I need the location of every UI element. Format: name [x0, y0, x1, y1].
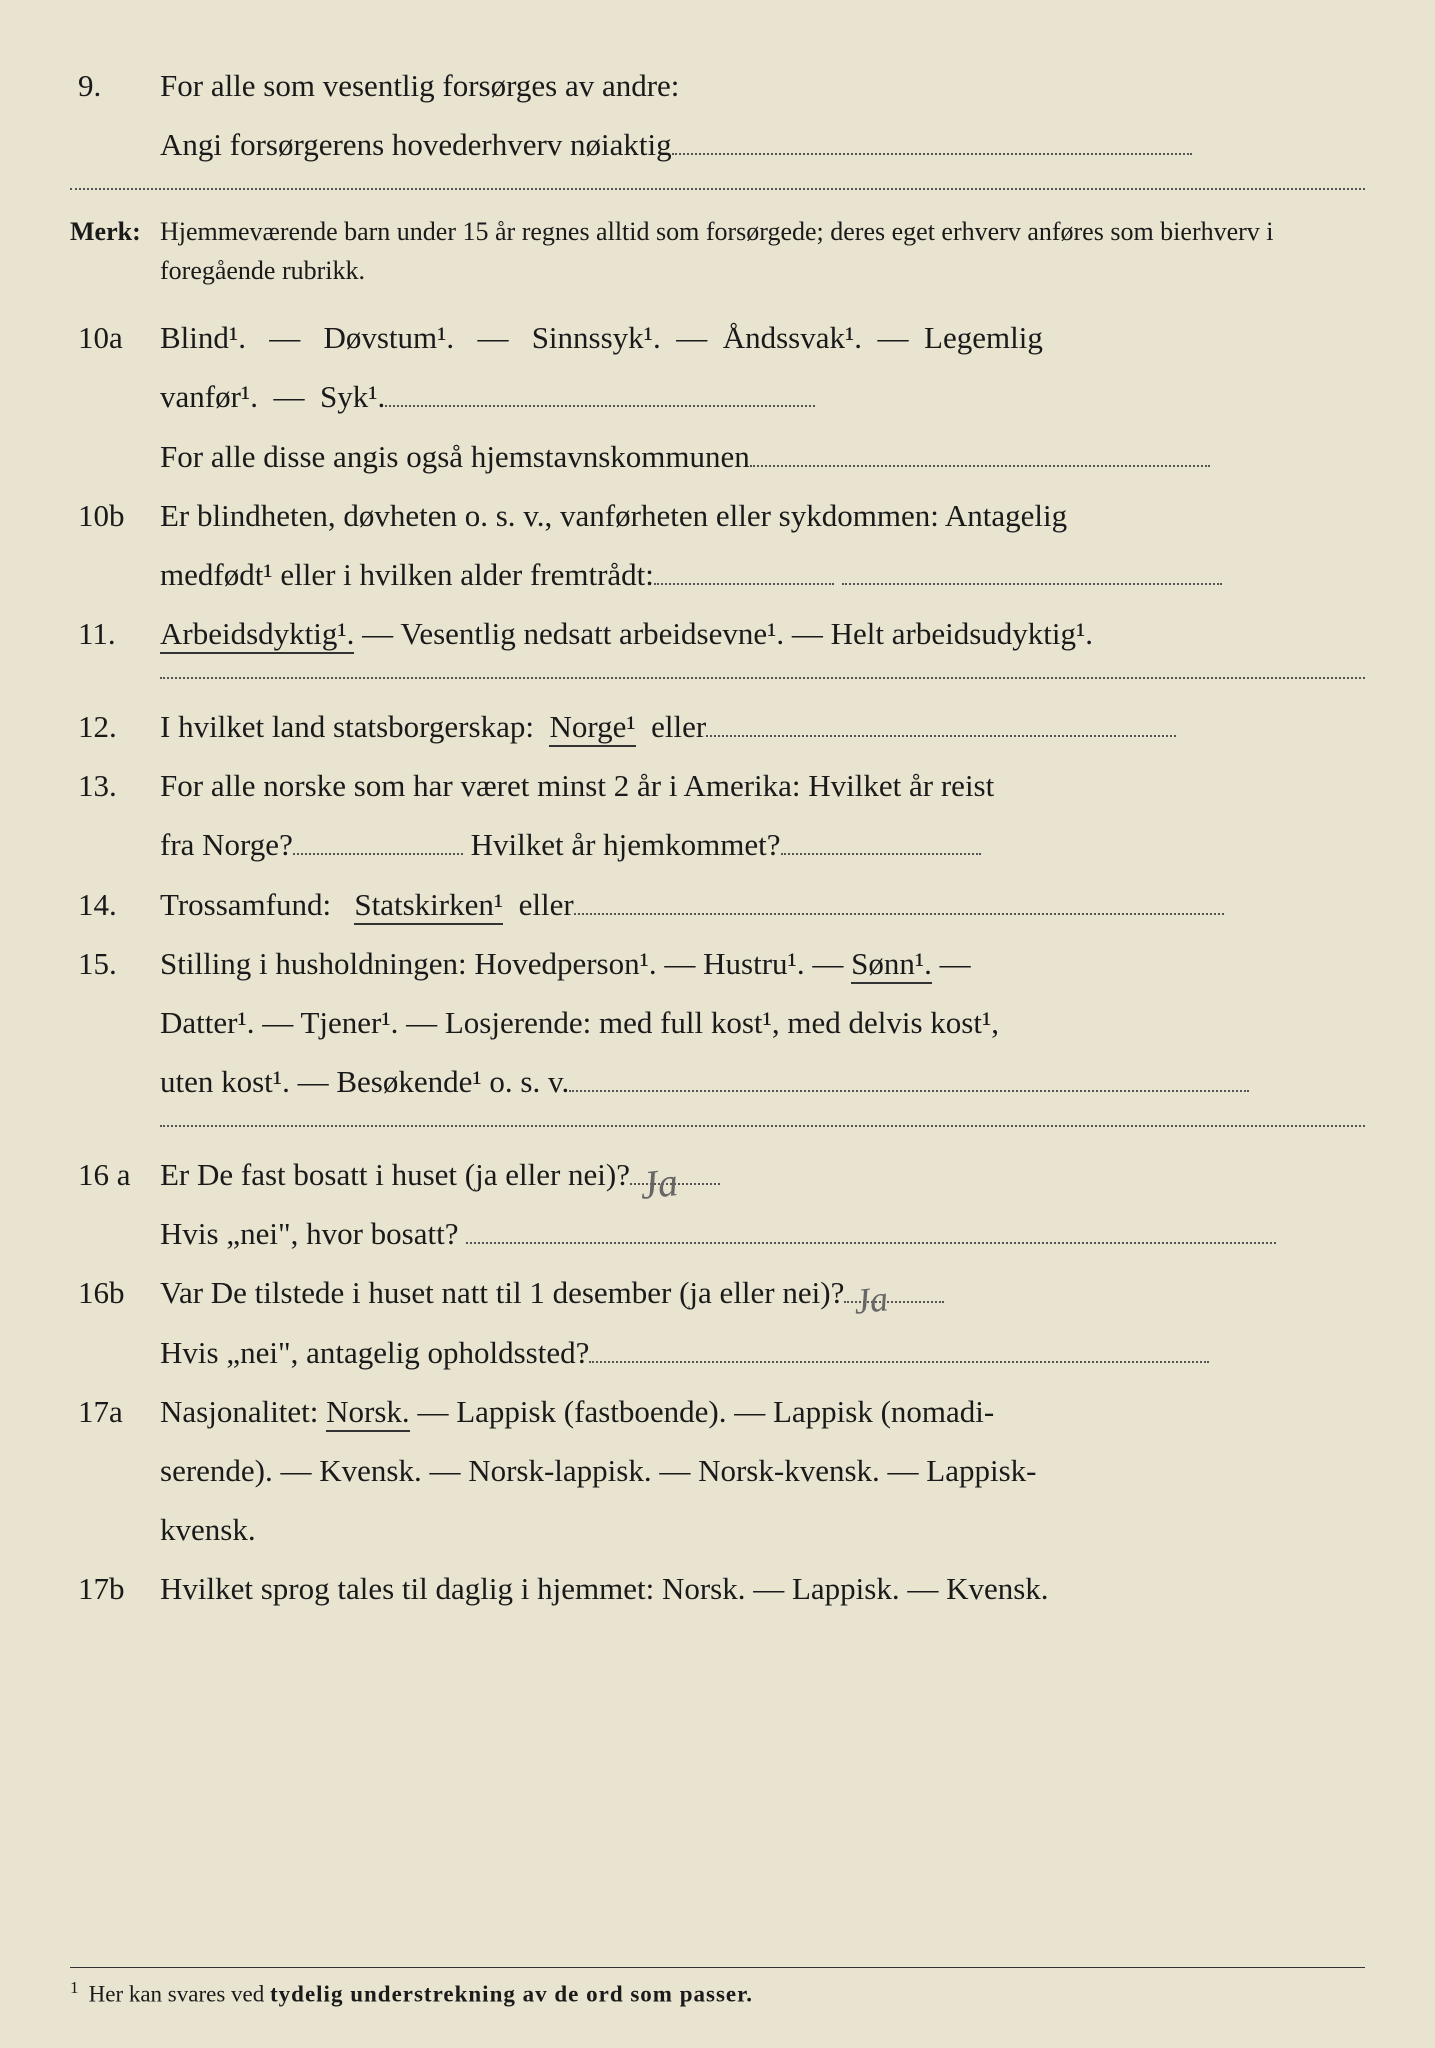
- q11-number: 11.: [70, 616, 160, 652]
- q16a-line2: Hvis „nei", hvor bosatt?: [70, 1208, 1365, 1259]
- fill-line: [672, 153, 1192, 155]
- fill-line: [589, 1361, 1209, 1363]
- footnote: 1Her kan svares ved tydelig understrekni…: [70, 1967, 1365, 2008]
- q11-opt-a: Arbeidsdyktig¹.: [160, 616, 354, 654]
- question-13: 13. For alle norske som har været minst …: [70, 760, 1365, 811]
- merk-label: Merk:: [70, 217, 160, 247]
- footnote-bold: tydelig understrekning av de ord som pas…: [270, 1982, 753, 2007]
- q12-number: 12.: [70, 709, 160, 745]
- q10b-line2: medfødt¹ eller i hvilken alder fremtrådt…: [70, 549, 1365, 600]
- merk-text: Hjemmeværende barn under 15 år regnes al…: [160, 212, 1365, 290]
- question-10b: 10b Er blindheten, døvheten o. s. v., va…: [70, 490, 1365, 541]
- q17b-number: 17b: [70, 1571, 160, 1607]
- q13-number: 13.: [70, 768, 160, 804]
- question-12: 12. I hvilket land statsborgerskap: Norg…: [70, 701, 1365, 752]
- fill-line: [569, 1090, 1249, 1092]
- q17a-line3-text: kvensk.: [160, 1504, 1365, 1555]
- fill-line: [654, 583, 834, 585]
- q14-number: 14.: [70, 887, 160, 923]
- question-9: 9. For alle som vesentlig forsørges av a…: [70, 60, 1365, 111]
- fill-line: [385, 405, 815, 407]
- question-16a: 16 a Er De fast bosatt i huset (ja eller…: [70, 1149, 1365, 1200]
- fill-line: [781, 853, 981, 855]
- q10a-line3: For alle disse angis også hjemstavnskomm…: [70, 431, 1365, 482]
- q15-sonn: Sønn¹.: [851, 946, 932, 984]
- fill-line: Ja: [844, 1301, 944, 1303]
- question-17a: 17a Nasjonalitet: Norsk. — Lappisk (fast…: [70, 1386, 1365, 1437]
- q9-line1: For alle som vesentlig forsørges av andr…: [160, 60, 1365, 111]
- question-9-sub: Angi forsørgerens hovederhverv nøiaktig: [70, 119, 1365, 170]
- q16b-line2: Hvis „nei", antagelig opholdssted?: [70, 1327, 1365, 1378]
- q17a-number: 17a: [70, 1394, 160, 1430]
- q16b-number: 16b: [70, 1275, 160, 1311]
- q15-line2: Datter¹. — Tjener¹. — Losjerende: med fu…: [70, 997, 1365, 1048]
- fill-line: [750, 465, 1210, 467]
- q15-line2-text: Datter¹. — Tjener¹. — Losjerende: med fu…: [160, 997, 1365, 1048]
- question-17b: 17b Hvilket sprog tales til daglig i hje…: [70, 1563, 1365, 1614]
- footnote-num: 1: [70, 1978, 79, 1997]
- q11-opt-b: Vesentlig nedsatt arbeidsevne¹.: [400, 616, 784, 651]
- merk-note: Merk: Hjemmeværende barn under 15 år reg…: [70, 212, 1365, 290]
- fill-line: [293, 853, 463, 855]
- question-15: 15. Stilling i husholdningen: Hovedperso…: [70, 938, 1365, 989]
- q15-number: 15.: [70, 946, 160, 982]
- fill-line: [466, 1242, 1276, 1244]
- q10a-number: 10a: [70, 320, 160, 356]
- document-page: 9. For alle som vesentlig forsørges av a…: [0, 0, 1435, 2048]
- q17a-norsk: Norsk.: [326, 1394, 410, 1432]
- divider: [70, 188, 1365, 190]
- q15-line3: uten kost¹. — Besøkende¹ o. s. v.: [70, 1056, 1365, 1107]
- q10b-number: 10b: [70, 498, 160, 534]
- q17a-line2: serende). — Kvensk. — Norsk-lappisk. — N…: [70, 1445, 1365, 1496]
- q9-line2: Angi forsørgerens hovederhverv nøiaktig: [160, 127, 672, 162]
- q14-statskirken: Statskirken¹: [354, 887, 503, 925]
- q10a-line2: vanfør¹. — Syk¹.: [70, 371, 1365, 422]
- q17a-line2-text: serende). — Kvensk. — Norsk-lappisk. — N…: [160, 1445, 1365, 1496]
- q16a-number: 16 a: [70, 1157, 160, 1193]
- fill-line: [574, 913, 1224, 915]
- q12-norge: Norge¹: [549, 709, 635, 747]
- fill-line: [842, 583, 1222, 585]
- question-11: 11. Arbeidsdyktig¹. — Vesentlig nedsatt …: [70, 608, 1365, 659]
- fill-line: [706, 735, 1176, 737]
- q13-line2: fra Norge? Hvilket år hjemkommet?: [70, 819, 1365, 870]
- question-16b: 16b Var De tilstede i huset natt til 1 d…: [70, 1267, 1365, 1318]
- q17b-text: Hvilket sprog tales til daglig i hjemmet…: [160, 1563, 1365, 1614]
- q9-number: 9.: [70, 68, 160, 104]
- question-10a: 10a Blind¹. — Døvstum¹. — Sinnssyk¹. — Å…: [70, 312, 1365, 363]
- fill-line: Ja: [630, 1183, 720, 1185]
- q17a-line3: kvensk.: [70, 1504, 1365, 1555]
- divider: [160, 677, 1365, 679]
- q11-opt-c: Helt arbeidsudyktig¹.: [831, 616, 1093, 651]
- handwritten-ja: Ja: [637, 1149, 681, 1219]
- q13-line1: For alle norske som har været minst 2 år…: [160, 760, 1365, 811]
- divider: [160, 1125, 1365, 1127]
- handwritten-ja: Ja: [851, 1270, 891, 1333]
- q10b-line1: Er blindheten, døvheten o. s. v., vanfør…: [160, 490, 1365, 541]
- question-14: 14. Trossamfund: Statskirken¹ eller: [70, 879, 1365, 930]
